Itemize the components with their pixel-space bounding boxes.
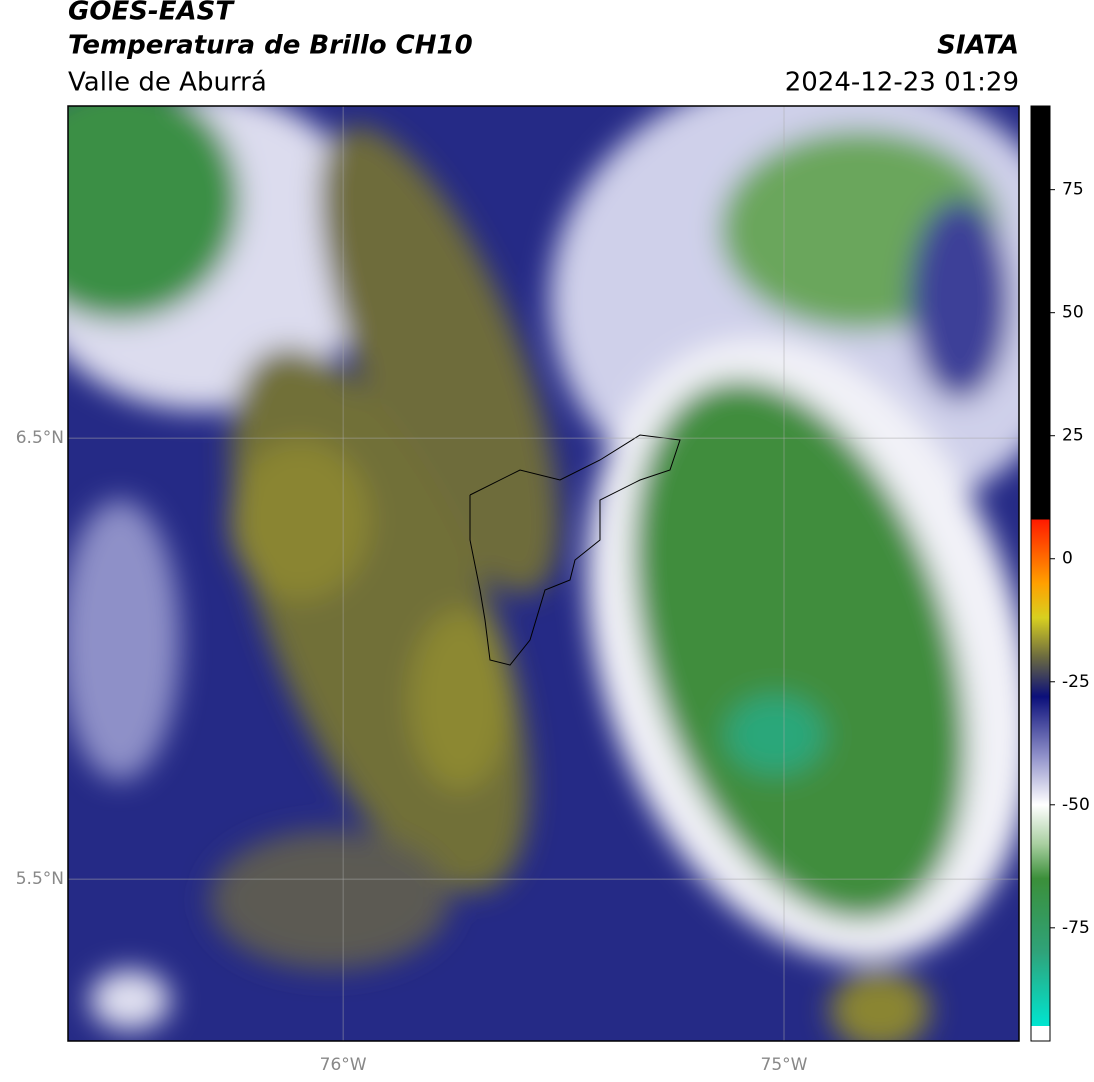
- lon-label: 75°W: [761, 1055, 808, 1075]
- colorbar-tick-label: 75: [1062, 180, 1084, 200]
- datetime: 2024-12-23 01:29: [785, 68, 1019, 98]
- lat-label: 5.5°N: [16, 869, 64, 889]
- title: GOES-EAST: [68, 0, 235, 27]
- region: Valle de Aburrá: [68, 68, 267, 98]
- colorbar: [1030, 105, 1051, 1042]
- lon-label: 76°W: [320, 1055, 367, 1075]
- colorbar-tick-label: -50: [1062, 795, 1090, 815]
- map-imagery: [68, 106, 1019, 1041]
- lat-label: 6.5°N: [16, 428, 64, 448]
- subtitle: Temperatura de Brillo CH10: [68, 31, 473, 61]
- colorbar-tick-label: 25: [1062, 426, 1084, 446]
- map-frame: [67, 105, 1020, 1042]
- colorbar-tick-label: 0: [1062, 549, 1073, 569]
- colorbar-tick-label: -75: [1062, 918, 1090, 938]
- colorbar-tick-label: -25: [1062, 672, 1090, 692]
- boundary: [469, 434, 681, 666]
- colorbar-tick-label: 50: [1062, 303, 1084, 323]
- source: SIATA: [937, 31, 1019, 61]
